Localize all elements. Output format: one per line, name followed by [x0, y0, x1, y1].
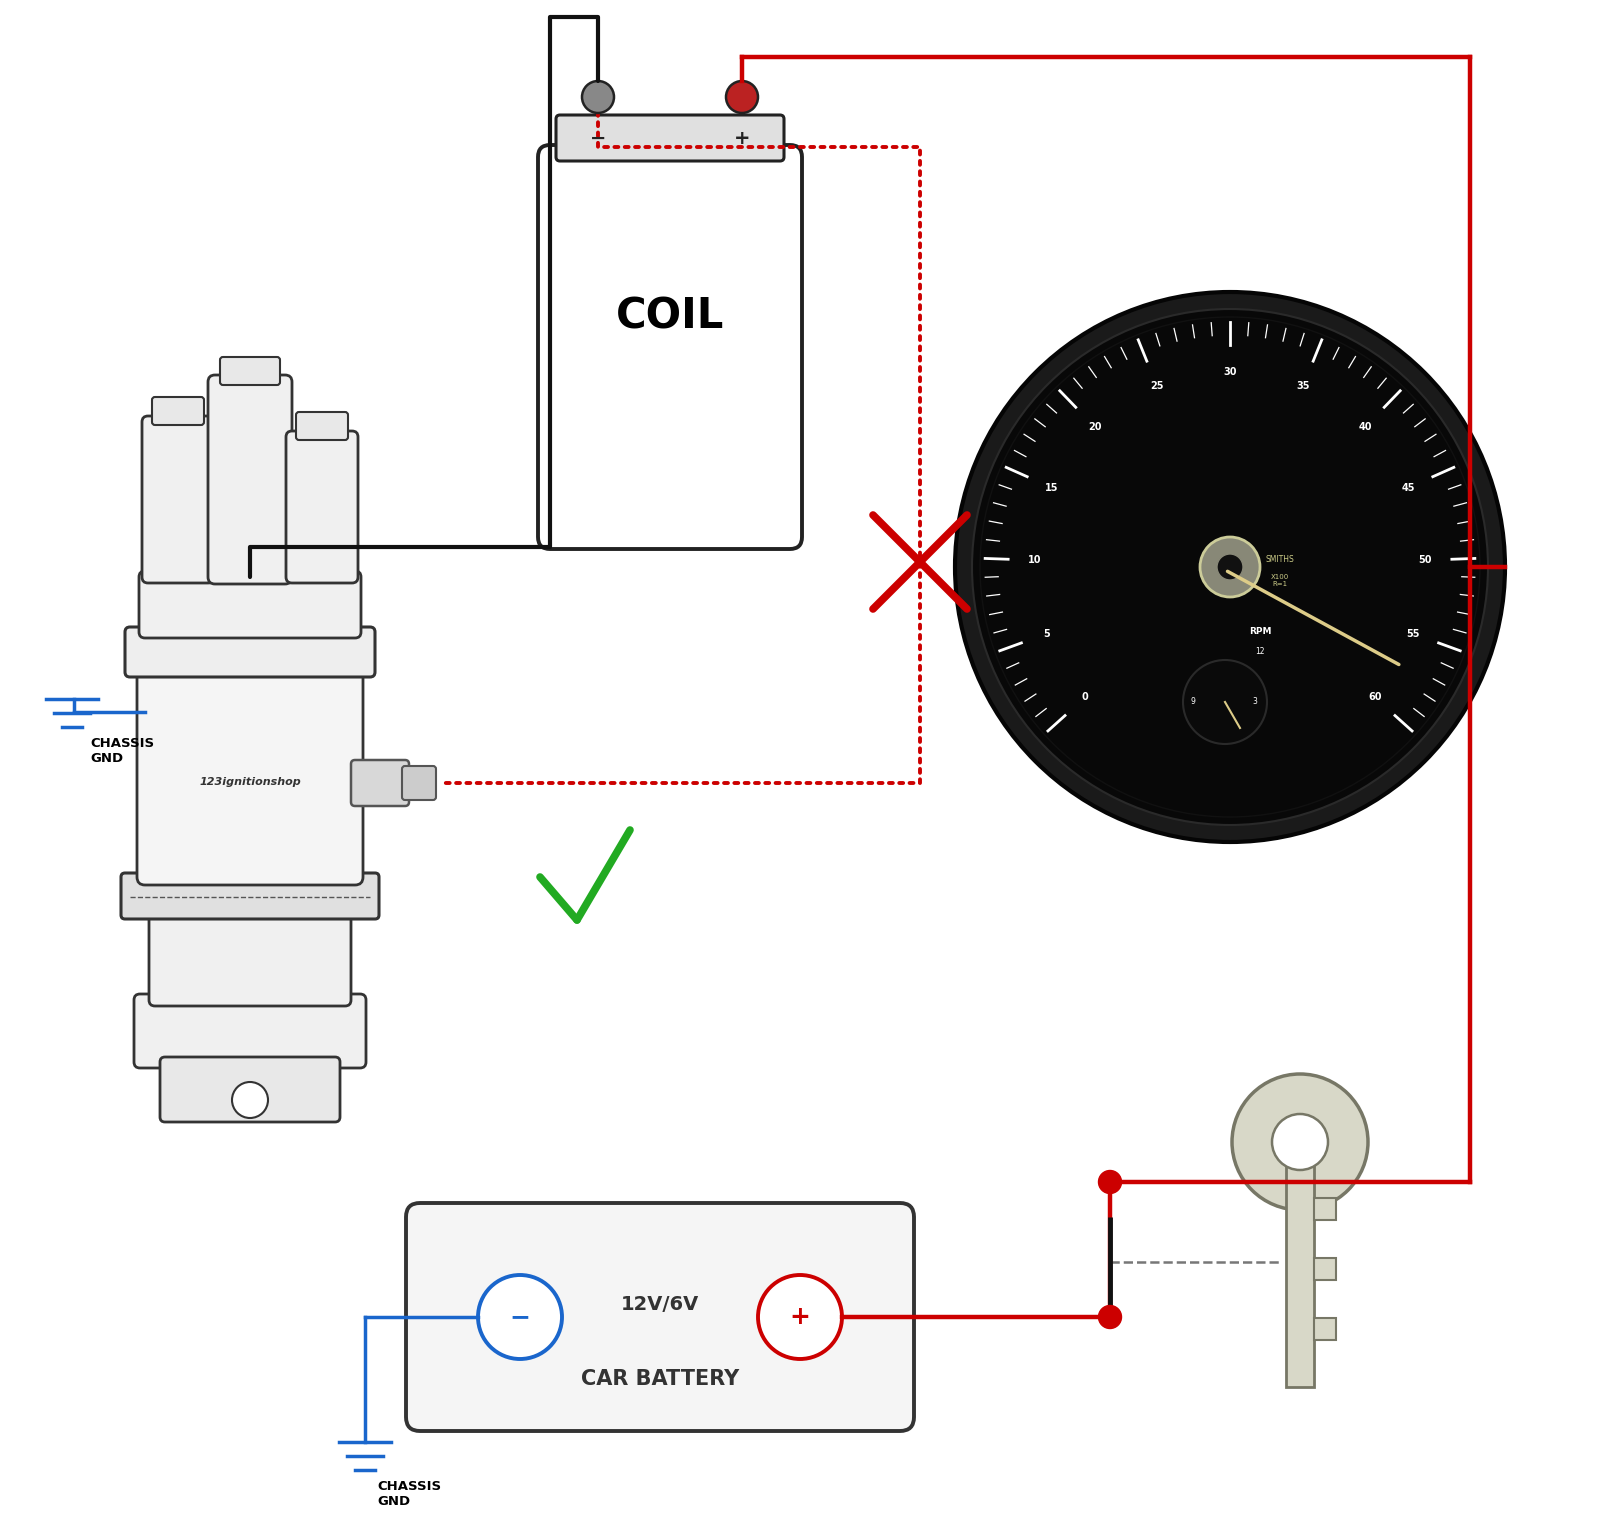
FancyBboxPatch shape [125, 627, 374, 677]
Text: CHASSIS
GND: CHASSIS GND [378, 1481, 442, 1508]
FancyBboxPatch shape [402, 766, 435, 799]
Circle shape [1099, 1306, 1122, 1329]
Text: 12: 12 [1256, 648, 1264, 657]
Text: 35: 35 [1296, 381, 1310, 391]
FancyBboxPatch shape [208, 375, 291, 584]
Text: +: + [789, 1305, 811, 1329]
Text: 45: 45 [1402, 482, 1414, 493]
Text: 3: 3 [1253, 698, 1258, 707]
Text: 60: 60 [1368, 692, 1382, 702]
Bar [1286, 1142, 1314, 1387]
Circle shape [1182, 660, 1267, 743]
Text: 25: 25 [1150, 381, 1163, 391]
FancyBboxPatch shape [286, 431, 358, 583]
Circle shape [726, 80, 758, 112]
Text: 40: 40 [1358, 422, 1373, 432]
FancyBboxPatch shape [160, 1057, 339, 1123]
FancyBboxPatch shape [221, 356, 280, 385]
Text: 9: 9 [1190, 698, 1195, 707]
Text: 10: 10 [1029, 555, 1042, 566]
Circle shape [955, 291, 1506, 842]
Text: 30: 30 [1224, 367, 1237, 378]
Text: +: + [734, 129, 750, 147]
Circle shape [1099, 1171, 1122, 1194]
FancyBboxPatch shape [138, 664, 363, 884]
Text: 15: 15 [1045, 482, 1059, 493]
Text: 20: 20 [1088, 422, 1101, 432]
FancyBboxPatch shape [134, 994, 366, 1068]
Text: 12V/6V: 12V/6V [621, 1296, 699, 1315]
Text: COIL: COIL [616, 296, 725, 338]
FancyBboxPatch shape [406, 1203, 914, 1431]
Circle shape [973, 309, 1488, 825]
Text: 55: 55 [1406, 628, 1419, 639]
FancyBboxPatch shape [296, 413, 349, 440]
Circle shape [1272, 1113, 1328, 1170]
Text: CAR BATTERY: CAR BATTERY [581, 1368, 739, 1390]
Text: X100
R=1: X100 R=1 [1270, 573, 1290, 587]
Bar [1314, 1318, 1336, 1340]
FancyBboxPatch shape [142, 416, 214, 583]
FancyBboxPatch shape [538, 146, 802, 549]
Text: 123ignitionshop: 123ignitionshop [198, 777, 301, 787]
FancyBboxPatch shape [152, 397, 205, 425]
FancyBboxPatch shape [557, 115, 784, 161]
Circle shape [478, 1274, 562, 1359]
Bar [1314, 1258, 1336, 1280]
FancyBboxPatch shape [149, 909, 350, 1006]
FancyBboxPatch shape [122, 872, 379, 919]
Bar [1314, 1198, 1336, 1220]
Circle shape [979, 317, 1480, 818]
FancyBboxPatch shape [350, 760, 410, 806]
FancyBboxPatch shape [139, 570, 362, 639]
Circle shape [1232, 1074, 1368, 1211]
Text: 5: 5 [1043, 628, 1050, 639]
Circle shape [758, 1274, 842, 1359]
Text: −: − [509, 1305, 531, 1329]
Text: 50: 50 [1418, 555, 1432, 566]
Text: RPM: RPM [1248, 628, 1272, 637]
Text: SMITHS: SMITHS [1266, 555, 1294, 563]
Text: 0: 0 [1082, 692, 1088, 702]
Circle shape [1218, 554, 1243, 579]
Circle shape [1200, 537, 1261, 598]
Text: CHASSIS
GND: CHASSIS GND [90, 737, 154, 765]
Circle shape [232, 1082, 269, 1118]
Text: −: − [590, 129, 606, 147]
Circle shape [582, 80, 614, 112]
